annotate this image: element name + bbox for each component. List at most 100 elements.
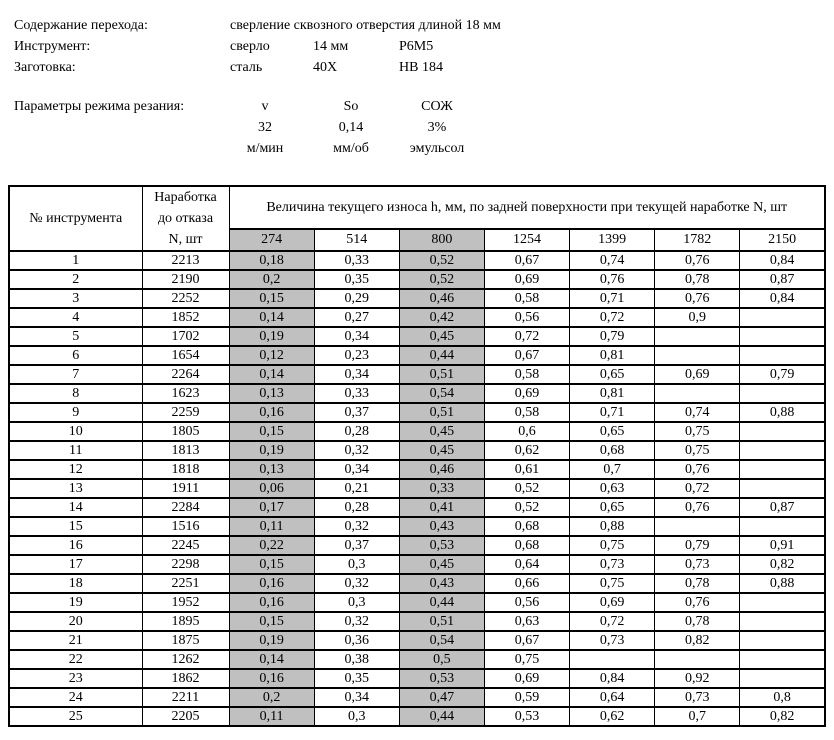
wear-value-cell: 0,92 — [654, 668, 741, 689]
tool-number-cell: 15 — [8, 516, 143, 537]
wear-value-cell — [739, 668, 826, 689]
tool-number-cell: 8 — [8, 383, 143, 404]
wear-value-cell: 0,34 — [313, 459, 400, 480]
wear-column-header: 1399 — [569, 227, 656, 253]
wear-value-cell — [654, 649, 741, 670]
wear-value-cell: 0,32 — [313, 573, 400, 594]
param-coolant-symbol: СОЖ — [421, 99, 453, 114]
tool-label: Инструмент: — [14, 39, 91, 54]
param-coolant-value: 3% — [427, 120, 447, 135]
param-speed-symbol: v — [261, 99, 269, 114]
wear-value-cell: 0,11 — [228, 516, 315, 537]
wear-value-cell: 0,68 — [483, 535, 571, 556]
tool-number-cell: 12 — [8, 459, 143, 480]
table-row: 18 2251 0,16 0,32 0,43 0,66 0,75 0,78 0,88 — [8, 573, 826, 594]
operating-time-cell: 1805 — [141, 421, 230, 442]
table-row: 15 1516 0,11 0,32 0,43 0,68 0,88 — [8, 516, 826, 537]
wear-value-cell: 0,52 — [398, 269, 485, 290]
wear-value-cell: 0,19 — [228, 326, 315, 347]
operating-time-cell: 1702 — [141, 326, 230, 347]
wear-value-cell: 0,46 — [398, 288, 485, 309]
wear-value-cell: 0,72 — [569, 611, 656, 632]
wear-value-cell — [739, 345, 826, 366]
wear-value-cell: 0,78 — [654, 573, 741, 594]
wear-value-cell: 0,73 — [569, 554, 656, 575]
wear-value-cell — [654, 516, 741, 537]
wear-value-cell: 0,33 — [398, 478, 485, 499]
wear-value-cell: 0,34 — [313, 364, 400, 385]
wear-value-cell: 0,14 — [228, 649, 315, 670]
table-row: 23 1862 0,16 0,35 0,53 0,69 0,84 0,92 — [8, 668, 826, 689]
wear-value-cell — [739, 307, 826, 328]
operating-time-cell: 2211 — [141, 687, 230, 708]
tool-number-cell: 16 — [8, 535, 143, 556]
wear-value-cell — [739, 630, 826, 651]
wear-value-cell: 0,81 — [569, 345, 656, 366]
tool-number-cell: 9 — [8, 402, 143, 423]
wear-value-cell: 0,13 — [228, 459, 315, 480]
wear-value-cell: 0,72 — [569, 307, 656, 328]
wear-value-cell: 0,34 — [313, 687, 400, 708]
transition-content-value: сверление сквозного отверстия длиной 18 … — [230, 18, 501, 33]
wear-value-cell: 0,69 — [654, 364, 741, 385]
wear-value-cell: 0,69 — [569, 592, 656, 613]
wear-value-cell — [569, 649, 656, 670]
wear-value-cell: 0,17 — [228, 497, 315, 518]
wear-value-cell: 0,52 — [483, 497, 571, 518]
wear-table-header: № инструмента Наработка до отказа N, шт Ве… — [8, 185, 826, 253]
wear-value-cell: 0,54 — [398, 383, 485, 404]
tool-number-cell: 18 — [8, 573, 143, 594]
table-row: 14 2284 0,17 0,28 0,41 0,52 0,65 0,76 0,87 — [8, 497, 826, 518]
tool-number-cell: 13 — [8, 478, 143, 499]
wear-value-cell: 0,75 — [654, 440, 741, 461]
operating-time-cell: 2205 — [141, 706, 230, 727]
tool-number-cell: 24 — [8, 687, 143, 708]
wear-value-cell: 0,45 — [398, 421, 485, 442]
wear-value-cell: 0,69 — [483, 383, 571, 404]
table-row: 21 1875 0,19 0,36 0,54 0,67 0,73 0,82 — [8, 630, 826, 651]
wear-value-cell: 0,87 — [739, 497, 826, 518]
operating-time-cell: 2298 — [141, 554, 230, 575]
wear-value-cell: 0,34 — [313, 326, 400, 347]
wear-value-cell — [739, 440, 826, 461]
table-row: 12 1818 0,13 0,34 0,46 0,61 0,7 0,76 — [8, 459, 826, 480]
tool-number-cell: 11 — [8, 440, 143, 461]
wear-value-cell: 0,15 — [228, 421, 315, 442]
wear-value-cell: 0,5 — [398, 649, 485, 670]
param-speed-value: 32 — [258, 120, 272, 135]
operating-time-line-2: до отказа — [157, 211, 214, 226]
wear-value-cell: 0,19 — [228, 630, 315, 651]
wear-value-cell: 0,72 — [654, 478, 741, 499]
wear-value-cell: 0,76 — [654, 459, 741, 480]
wear-value-cell: 0,33 — [313, 383, 400, 404]
wear-value-cell: 0,67 — [483, 345, 571, 366]
param-speed-unit: м/мин — [246, 141, 284, 156]
wear-value-cell: 0,18 — [228, 250, 315, 271]
wear-value-cell: 0,33 — [313, 250, 400, 271]
wear-value-cell: 0,28 — [313, 421, 400, 442]
wear-value-cell: 0,73 — [654, 687, 741, 708]
wear-value-cell: 0,82 — [739, 554, 826, 575]
wear-column-header: 1782 — [654, 227, 741, 253]
tool-diameter-value: 14 мм — [313, 39, 349, 54]
wear-value-cell: 0,06 — [228, 478, 315, 499]
table-row: 24 2211 0,2 0,34 0,47 0,59 0,64 0,73 0,8 — [8, 687, 826, 708]
wear-value-cell: 0,6 — [483, 421, 571, 442]
params-symbols-line: Параметры режима резания: v So СОЖ — [14, 96, 834, 117]
wear-value-cell: 0,64 — [483, 554, 571, 575]
column-header-operating-time: Наработка до отказа N, шт — [141, 185, 230, 252]
wear-value-cell: 0,38 — [313, 649, 400, 670]
wear-value-cell: 0,65 — [569, 497, 656, 518]
operation-info-block: Содержание перехода: сверление сквозного… — [0, 0, 834, 159]
wear-value-cell: 0,88 — [569, 516, 656, 537]
wear-value-cell: 0,2 — [228, 687, 315, 708]
tool-number-cell: 25 — [8, 706, 143, 727]
tool-number-cell: 23 — [8, 668, 143, 689]
wear-value-cell: 0,36 — [313, 630, 400, 651]
wear-value-cell: 0,16 — [228, 592, 315, 613]
wear-value-cell: 0,75 — [569, 573, 656, 594]
operating-time-line-3: N, шт — [168, 232, 203, 247]
wear-value-cell: 0,76 — [654, 288, 741, 309]
wear-value-cell: 0,68 — [569, 440, 656, 461]
table-row: 8 1623 0,13 0,33 0,54 0,69 0,81 — [8, 383, 826, 404]
